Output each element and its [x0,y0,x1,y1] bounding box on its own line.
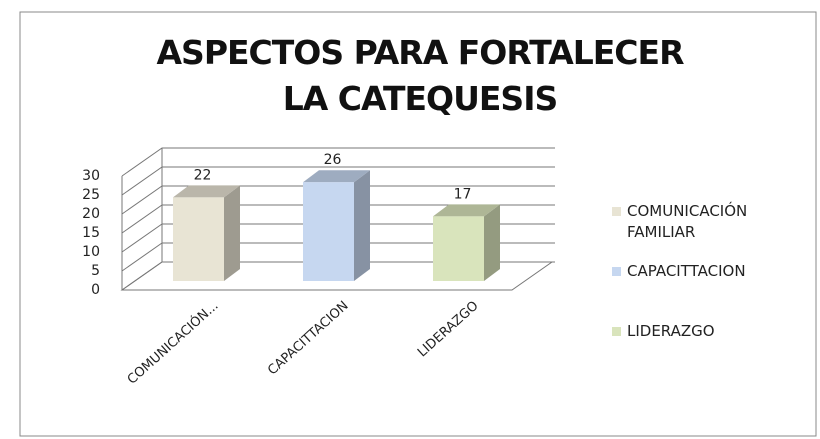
x-tick-label: COMUNICACIÓN... [124,298,221,388]
legend-swatch [612,327,621,336]
y-tick-label: 15 [82,225,100,241]
grid-line [121,166,555,196]
bar-top [433,204,500,217]
y-tick-label: 10 [82,244,100,260]
y-tick-label: 0 [91,282,100,298]
bar-top [173,185,240,198]
bar [173,197,224,281]
grid-line [121,185,555,215]
grid-line [121,261,555,291]
legend-swatch [612,267,621,276]
y-tick-label: 25 [82,187,100,203]
legend-label: LIDERAZGO [627,322,715,340]
x-tick-label: LIDERAZGO [415,298,481,360]
bar-top [303,170,370,183]
grid-line [121,204,555,234]
bar-side [224,185,240,281]
frame [19,11,817,437]
legend-label: CAPACITTACION [627,262,746,280]
y-tick-label: 20 [82,206,100,222]
bar [433,216,484,281]
grid-line [121,223,555,253]
y-tick-label: 5 [91,263,100,279]
chart-title: ASPECTOS PARA FORTALECER LA CATEQUESIS [156,33,685,118]
grid-line [121,147,555,177]
data-label: 26 [324,152,342,168]
legend-item: LIDERAZGO [612,321,812,342]
legend-item: COMUNICACIÓN FAMILIAR [612,201,812,243]
bar [303,182,354,281]
bar-side [354,170,370,281]
bar-side [484,204,500,281]
legend-label: COMUNICACIÓN FAMILIAR [627,202,748,241]
data-label: 22 [194,167,212,183]
grid-line [121,242,555,272]
x-tick-label: CAPACITTACION [265,298,351,378]
legend-swatch [612,207,621,216]
legend-item: CAPACITTACION [612,261,812,282]
data-label: 17 [454,186,472,202]
y-tick-label: 30 [82,168,100,184]
